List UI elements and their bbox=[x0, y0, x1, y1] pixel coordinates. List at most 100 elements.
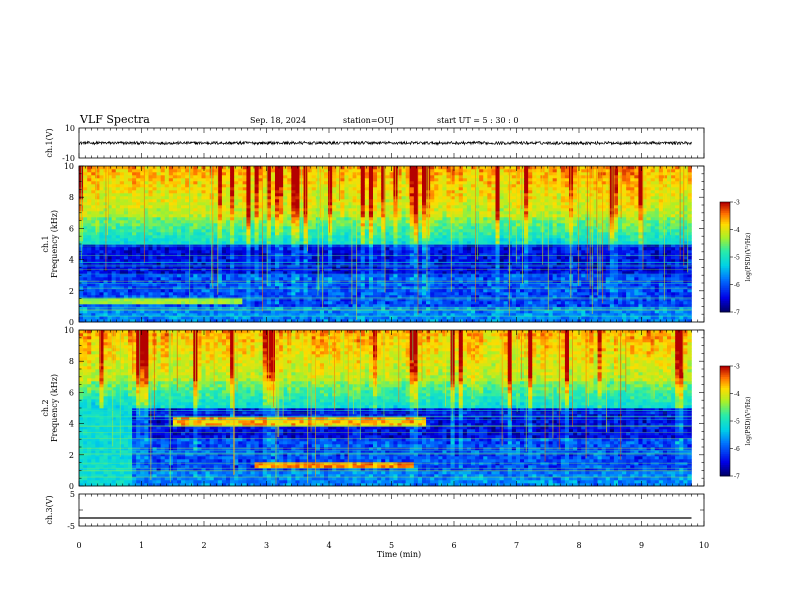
psd-cell bbox=[287, 304, 291, 307]
psd-cell bbox=[116, 178, 120, 181]
psd-cell bbox=[165, 289, 169, 292]
psd-cell bbox=[153, 250, 157, 253]
psd-cell bbox=[148, 232, 152, 235]
psd-cell bbox=[226, 205, 230, 208]
psd-cell bbox=[181, 175, 185, 178]
psd-cell bbox=[287, 181, 291, 184]
psd-cell bbox=[157, 256, 161, 259]
psd-cell bbox=[153, 259, 157, 262]
psd-cell bbox=[124, 250, 128, 253]
psd-cell bbox=[230, 169, 234, 172]
psd-cell bbox=[275, 253, 279, 256]
psd-cell bbox=[128, 166, 132, 169]
psd-cell bbox=[206, 304, 210, 307]
psd-cell bbox=[222, 190, 226, 193]
psd-cell bbox=[173, 232, 177, 235]
psd-cell bbox=[112, 259, 116, 262]
psd-cell bbox=[120, 313, 124, 316]
psd-cell bbox=[279, 277, 283, 280]
psd-cell bbox=[120, 193, 124, 196]
psd-cell bbox=[222, 253, 226, 256]
psd-cell bbox=[132, 211, 136, 214]
psd-cell bbox=[275, 181, 279, 184]
psd-cell bbox=[136, 235, 140, 238]
psd-cell bbox=[108, 265, 112, 268]
psd-cell bbox=[193, 169, 197, 172]
psd-cell bbox=[300, 274, 304, 277]
psd-cell bbox=[132, 172, 136, 175]
psd-cell bbox=[87, 172, 91, 175]
psd-cell bbox=[99, 298, 103, 301]
psd-cell bbox=[234, 220, 238, 223]
psd-cell bbox=[275, 175, 279, 178]
psd-cell bbox=[275, 277, 279, 280]
psd-cell bbox=[108, 304, 112, 307]
psd-cell bbox=[185, 190, 189, 193]
psd-cell bbox=[87, 229, 91, 232]
psd-cell bbox=[165, 202, 169, 205]
psd-cell bbox=[230, 196, 234, 199]
psd-cell bbox=[202, 292, 206, 295]
psd-cell bbox=[144, 289, 148, 292]
psd-cell bbox=[275, 178, 279, 181]
psd-cell bbox=[291, 277, 295, 280]
psd-cell bbox=[226, 247, 230, 250]
psd-cell bbox=[197, 223, 201, 226]
psd-cell bbox=[87, 169, 91, 172]
psd-cell bbox=[251, 304, 255, 307]
psd-cell bbox=[230, 277, 234, 280]
psd-cell bbox=[165, 166, 169, 169]
psd-cell bbox=[295, 172, 299, 175]
psd-cell bbox=[165, 196, 169, 199]
psd-cell bbox=[222, 217, 226, 220]
psd-cell bbox=[99, 256, 103, 259]
psd-cell bbox=[238, 259, 242, 262]
psd-cell bbox=[108, 286, 112, 289]
psd-cell bbox=[263, 313, 267, 316]
psd-cell bbox=[157, 190, 161, 193]
psd-cell bbox=[197, 172, 201, 175]
psd-cell bbox=[295, 226, 299, 229]
psd-cell bbox=[157, 226, 161, 229]
psd-cell bbox=[132, 175, 136, 178]
psd-cell bbox=[197, 166, 201, 169]
psd-cell bbox=[157, 277, 161, 280]
psd-cell bbox=[230, 187, 234, 190]
psd-cell bbox=[169, 208, 173, 211]
psd-cell bbox=[251, 190, 255, 193]
psd-cell bbox=[206, 178, 210, 181]
psd-cell bbox=[234, 265, 238, 268]
psd-cell bbox=[283, 175, 287, 178]
psd-cell bbox=[222, 292, 226, 295]
psd-cell bbox=[104, 307, 108, 310]
psd-cell bbox=[283, 286, 287, 289]
psd-cell bbox=[251, 181, 255, 184]
psd-cell bbox=[295, 169, 299, 172]
psd-cell bbox=[246, 196, 250, 199]
psd-cell bbox=[165, 307, 169, 310]
psd-cell bbox=[124, 232, 128, 235]
psd-cell bbox=[177, 232, 181, 235]
psd-cell bbox=[193, 214, 197, 217]
psd-cell bbox=[136, 166, 140, 169]
psd-cell bbox=[161, 181, 165, 184]
psd-cell bbox=[251, 253, 255, 256]
psd-cell bbox=[287, 259, 291, 262]
psd-cell bbox=[87, 247, 91, 250]
psd-cell bbox=[263, 193, 267, 196]
psd-cell bbox=[112, 223, 116, 226]
psd-cell bbox=[295, 223, 299, 226]
psd-cell bbox=[222, 211, 226, 214]
psd-cell bbox=[230, 256, 234, 259]
psd-cell bbox=[271, 292, 275, 295]
psd-cell bbox=[279, 259, 283, 262]
psd-cell bbox=[136, 292, 140, 295]
psd-cell bbox=[124, 184, 128, 187]
psd-cell bbox=[161, 172, 165, 175]
psd-cell bbox=[132, 199, 136, 202]
psd-cell bbox=[124, 247, 128, 250]
psd-cell bbox=[185, 205, 189, 208]
psd-cell bbox=[238, 166, 242, 169]
psd-cell bbox=[157, 253, 161, 256]
psd-cell bbox=[173, 235, 177, 238]
